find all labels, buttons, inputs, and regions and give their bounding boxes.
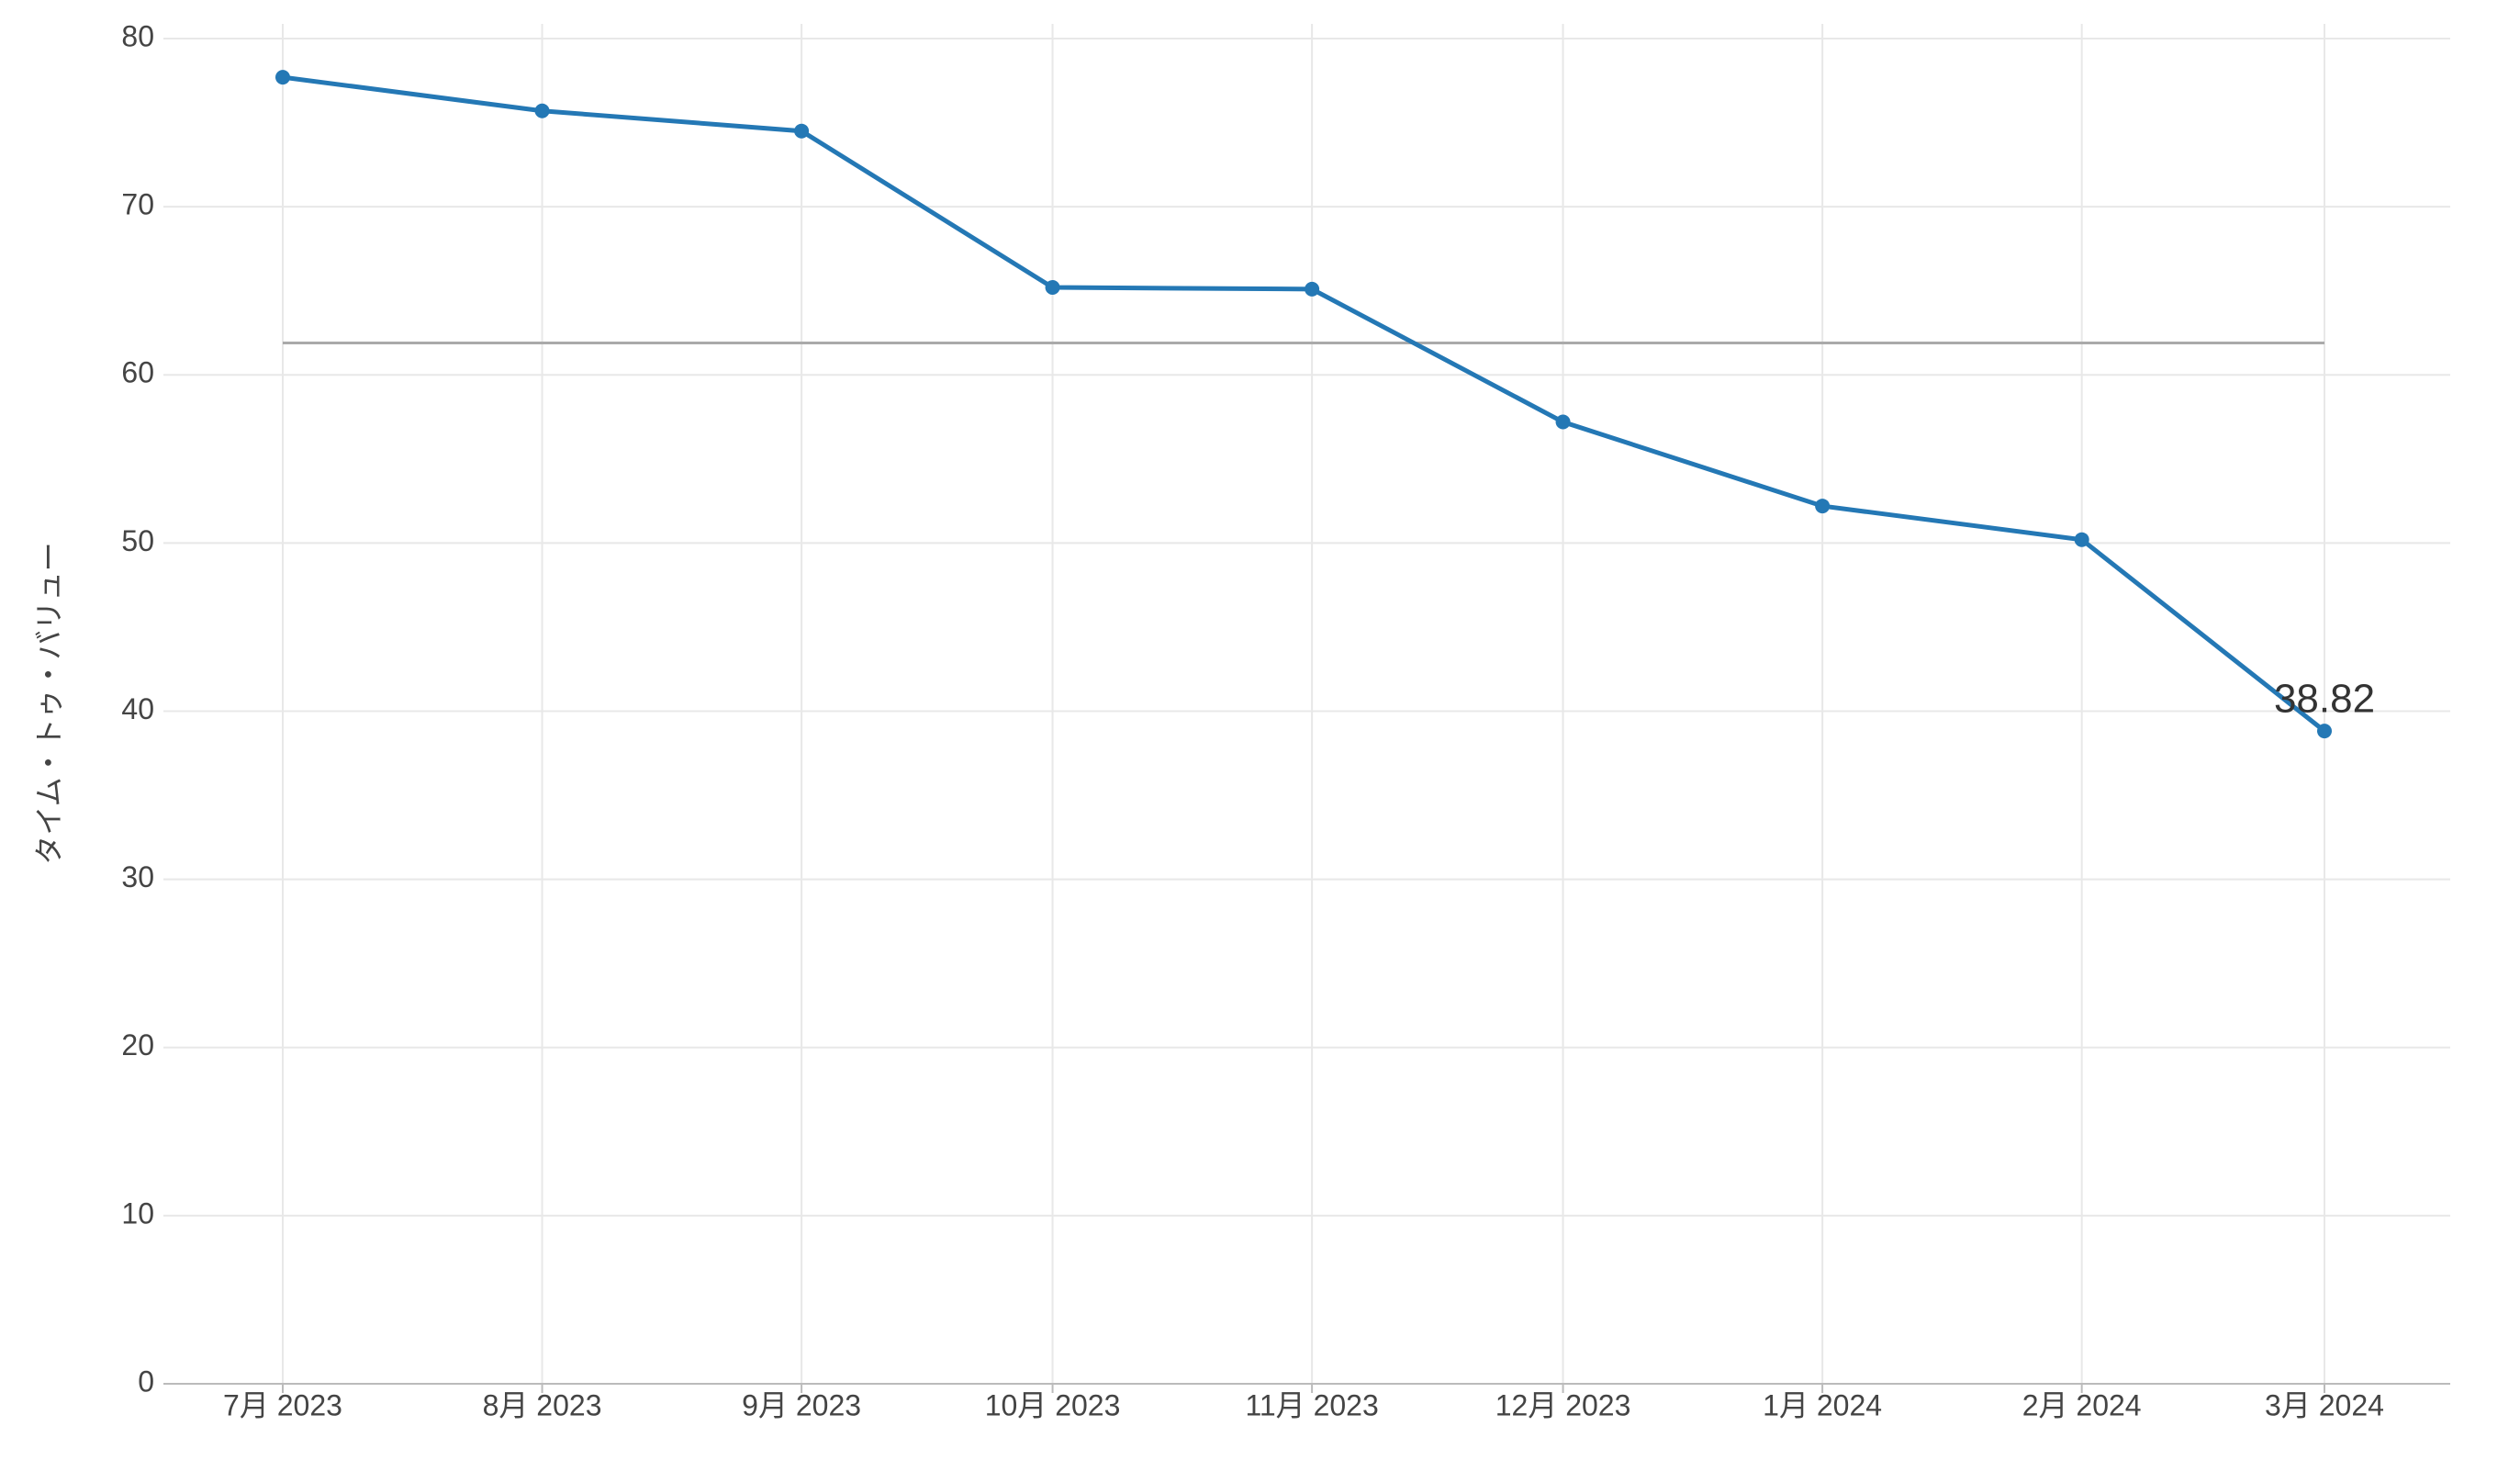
- x-tick-label: 7月 2023: [223, 1388, 342, 1421]
- y-tick-label: 20: [121, 1028, 154, 1061]
- y-tick-label: 30: [121, 860, 154, 893]
- y-tick-label: 10: [121, 1196, 154, 1230]
- point: [1815, 499, 1831, 514]
- x-tick-label: 1月 2024: [1763, 1388, 1882, 1421]
- x-tick-label: 11月 2023: [1245, 1388, 1378, 1421]
- y-axis-label: タイム・トゥ・バリュー: [32, 542, 65, 864]
- point: [2074, 532, 2089, 547]
- y-tick-label: 50: [121, 524, 154, 557]
- point: [1045, 280, 1060, 296]
- point: [1305, 281, 1320, 297]
- point: [794, 123, 810, 139]
- x-tick-label: 8月 2023: [483, 1388, 602, 1421]
- point: [275, 70, 290, 85]
- point: [1555, 414, 1571, 430]
- y-tick-label: 40: [121, 692, 154, 725]
- line: [282, 74, 2326, 734]
- y-tick-label: 0: [138, 1365, 154, 1398]
- data-label: 38.82: [2274, 677, 2375, 722]
- point: [534, 103, 550, 118]
- point: [2317, 724, 2332, 739]
- x-tick-label: 12月 2023: [1495, 1388, 1631, 1421]
- x-tick-label: 2月 2024: [2022, 1388, 2142, 1421]
- y-tick-label: 80: [121, 19, 154, 52]
- x-tick-label: 10月 2023: [985, 1388, 1121, 1421]
- x-tick-label: 9月 2023: [742, 1388, 861, 1421]
- x-tick-label: 3月 2024: [2265, 1388, 2384, 1421]
- y-tick-label: 60: [121, 356, 154, 389]
- y-tick-label: 70: [121, 188, 154, 221]
